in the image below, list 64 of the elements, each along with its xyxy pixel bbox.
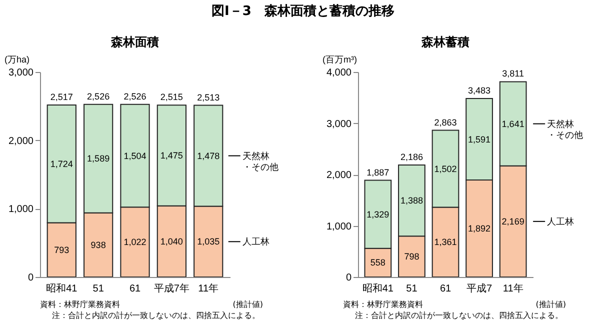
x-tick-label: 平成7 [466, 282, 493, 294]
data-label: 793 [54, 244, 70, 255]
total-label: 2,517 [50, 92, 73, 102]
data-label: 1,502 [434, 164, 457, 174]
text: 人工林 [242, 236, 270, 247]
text: 資料：林野庁業務資料 [40, 300, 120, 309]
total-label: 2,526 [87, 91, 110, 102]
text: 図Ⅰ－3 森林面積と蓄積の推移 [210, 3, 396, 21]
data-label: 1,892 [468, 224, 491, 234]
total-label: 2,526 [124, 91, 146, 102]
y-tick-label: 0 [28, 272, 34, 284]
data-label: 1,504 [124, 150, 146, 161]
y-tick-label: 2,000 [8, 136, 34, 147]
total-label: 2,863 [434, 117, 457, 128]
text: 天然林・その他 [242, 150, 278, 172]
total-label: 2,186 [400, 152, 423, 162]
data-label: 1,591 [468, 134, 491, 144]
y-tick-label: 4,000 [326, 68, 352, 78]
x-tick-label: 11年 [502, 282, 524, 294]
chart-title: 森林蓄積 [420, 34, 470, 50]
data-label: 1,329 [366, 209, 390, 220]
text: 資料：林野庁業務資料 [343, 300, 423, 309]
x-tick-label: 51 [406, 284, 418, 294]
text: 天然林・その他 [547, 118, 584, 140]
text: (推計値) [536, 299, 566, 310]
text: 人工林 [547, 216, 574, 226]
data-label: 1,388 [400, 196, 423, 206]
data-label: 558 [370, 258, 386, 268]
data-label: 1,035 [197, 236, 220, 247]
y-tick-label: 1,000 [326, 221, 352, 232]
y-tick-label: 1,000 [8, 204, 34, 216]
data-label: 1,641 [502, 118, 524, 129]
data-label: 1,478 [197, 150, 220, 161]
total-label: 1,887 [366, 167, 390, 178]
x-tick-label: 平成7年 [154, 282, 190, 294]
data-label: 798 [404, 252, 420, 262]
x-tick-label: 61 [129, 284, 141, 294]
data-label: 2,169 [502, 216, 524, 226]
data-label: 1,475 [160, 150, 183, 161]
data-label: 1,022 [124, 237, 146, 248]
data-label: 938 [90, 240, 106, 250]
data-label: 1,361 [434, 237, 457, 248]
data-label: 1,724 [50, 158, 73, 169]
chart-title: 森林面積 [110, 34, 160, 50]
y-tick-label: 0 [346, 272, 352, 284]
y-tick-label: 2,000 [326, 170, 352, 181]
data-label: 1,040 [160, 236, 183, 246]
text: (推計値) [232, 299, 263, 310]
text: 注：合計と内訳の計が一致しないのは、四捨五入による。 [354, 310, 564, 321]
total-label: 2,515 [160, 92, 183, 102]
x-tick-label: 昭和41 [362, 282, 394, 294]
y-tick-label: 3,000 [326, 118, 352, 130]
x-tick-label: 11年 [198, 282, 219, 294]
x-tick-label: 51 [92, 284, 104, 294]
x-tick-label: 昭和41 [46, 282, 78, 294]
text: 注：合計と内訳の計が一致しないのは、四捨五入による。 [51, 310, 261, 321]
total-label: 3,483 [468, 85, 491, 96]
x-tick-label: 61 [440, 284, 452, 294]
y-axis-title: (万ha) [4, 54, 30, 64]
y-tick-label: 3,000 [8, 68, 34, 78]
data-label: 1,589 [87, 154, 110, 164]
y-axis-title: (百万m³) [322, 54, 357, 64]
total-label: 2,513 [197, 92, 220, 102]
total-label: 3,811 [502, 68, 524, 79]
